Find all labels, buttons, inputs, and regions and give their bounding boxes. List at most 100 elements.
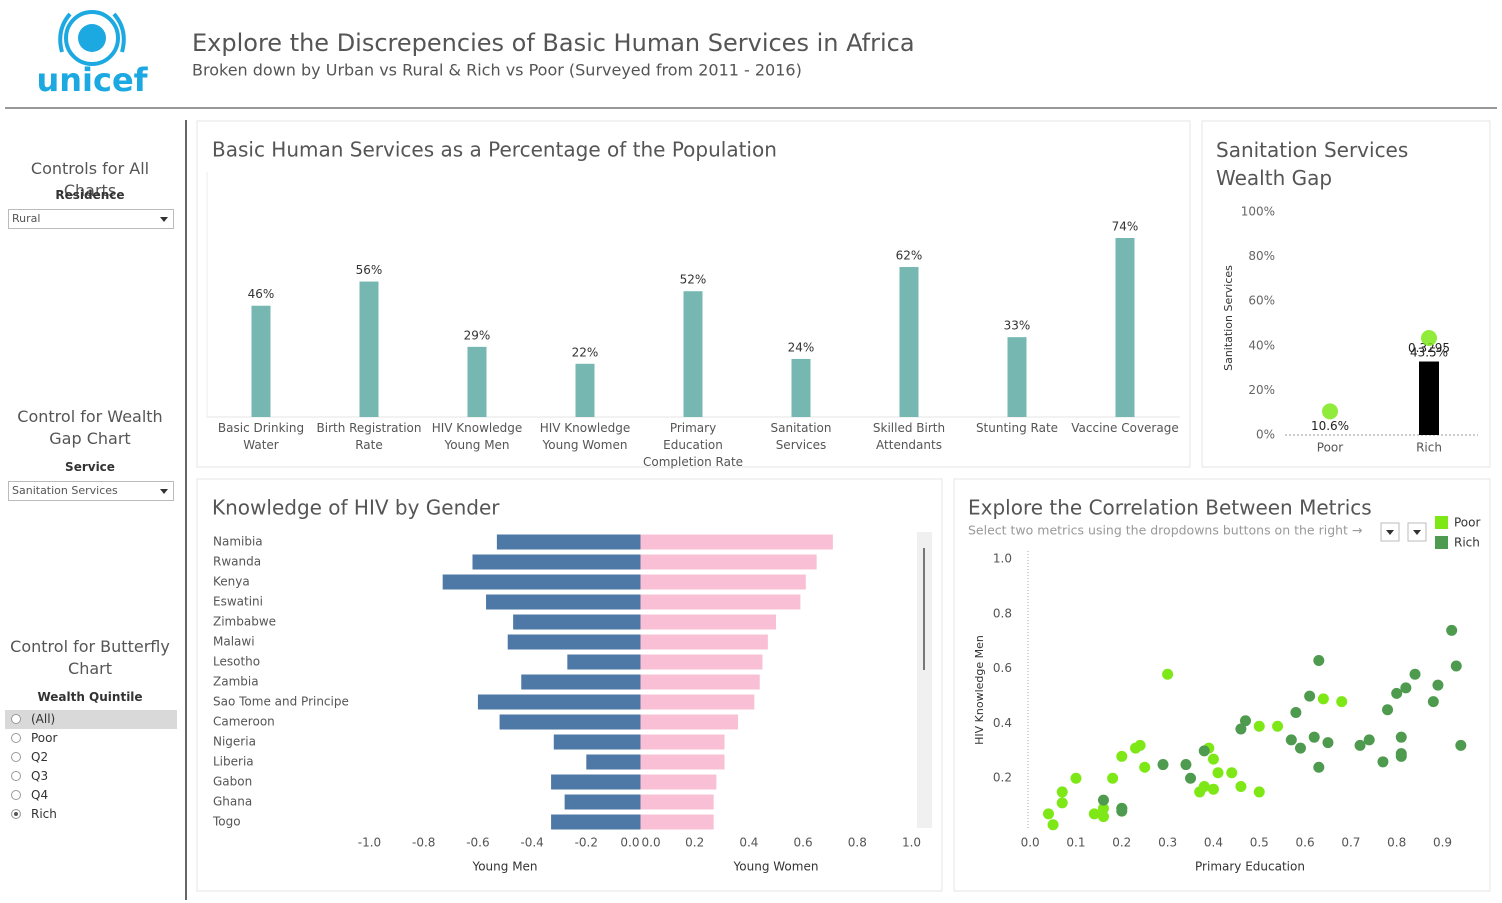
- value-label: 74%: [1112, 220, 1139, 234]
- chart-title: Explore the Correlation Between Metrics: [968, 496, 1372, 520]
- y-tick-label: 0.6: [993, 661, 1012, 675]
- point: [1446, 624, 1458, 636]
- point: [1162, 668, 1174, 680]
- x-tick-label: -0.6: [466, 836, 489, 850]
- y-tick-label: 0%: [1256, 428, 1275, 442]
- panel: [1201, 120, 1491, 468]
- bar: [640, 714, 739, 730]
- bar: [567, 654, 641, 670]
- y-tick-label: 40%: [1248, 338, 1275, 352]
- bar: [640, 774, 717, 790]
- y-axis-label: HIV Knowledge Men: [973, 635, 986, 745]
- x-tick-label: -0.4: [520, 836, 543, 850]
- dropdown[interactable]: Rural: [8, 209, 174, 229]
- bar: [551, 774, 641, 790]
- point: [1409, 668, 1421, 680]
- category-label: Lesotho: [213, 655, 260, 669]
- legend-label: Poor: [1454, 516, 1480, 530]
- point: [1322, 737, 1334, 749]
- bar: [1419, 361, 1439, 435]
- value-label: 24%: [788, 340, 815, 354]
- point: [1313, 761, 1325, 773]
- bar: [521, 674, 641, 690]
- point: [1198, 745, 1210, 757]
- value-label: 62%: [896, 249, 923, 263]
- bar: [791, 358, 811, 417]
- bar: [640, 634, 768, 650]
- value-label: 29%: [464, 328, 491, 342]
- bar: [496, 534, 641, 550]
- category-label: Malawi: [213, 635, 255, 649]
- bar: [507, 634, 641, 650]
- point: [1308, 731, 1320, 743]
- point: [1207, 783, 1219, 795]
- bar: [640, 814, 714, 830]
- bar: [477, 694, 641, 710]
- point: [1382, 704, 1394, 716]
- point: [1336, 696, 1348, 708]
- x-tick-label: 0.7: [1341, 836, 1360, 850]
- bar: [640, 534, 833, 550]
- value-label: 43.5%: [1410, 345, 1448, 359]
- point: [1056, 786, 1068, 798]
- x-tick-label: -0.8: [412, 836, 435, 850]
- bar: [640, 594, 801, 610]
- bar: [513, 614, 641, 630]
- point: [1322, 403, 1338, 420]
- logo-text: unicef: [36, 61, 148, 99]
- point: [1097, 811, 1109, 823]
- point: [1235, 780, 1247, 792]
- bar: [564, 794, 641, 810]
- point: [1235, 723, 1247, 735]
- point: [1313, 655, 1325, 667]
- point: [1157, 759, 1169, 771]
- x-tick-label: Poor: [1317, 441, 1343, 455]
- point: [1139, 761, 1151, 773]
- bar: [640, 754, 725, 770]
- y-tick-label: 0.8: [993, 606, 1012, 620]
- bar: [575, 363, 595, 417]
- bar: [251, 305, 271, 417]
- page-subtitle: Broken down by Urban vs Rural & Rich vs …: [192, 61, 802, 80]
- category-label: Nigeria: [213, 735, 256, 749]
- x-tick-label: 0.2: [685, 836, 704, 850]
- x-tick-label: 0.2: [1112, 836, 1131, 850]
- bar: [553, 734, 641, 750]
- x-tick-label: 0.8: [1387, 836, 1406, 850]
- point: [1400, 682, 1412, 694]
- panel: [196, 120, 1191, 468]
- bar: [551, 814, 641, 830]
- chart-title: Knowledge of HIV by Gender: [212, 496, 500, 520]
- point: [1395, 750, 1407, 762]
- y-tick-label: 1.0: [993, 552, 1012, 566]
- x-tick-label: 1.0: [902, 836, 921, 850]
- axis-title: Young Women: [733, 860, 819, 874]
- value-label: 56%: [356, 263, 383, 277]
- point: [1088, 808, 1100, 820]
- bar: [640, 554, 817, 570]
- y-tick-label: 60%: [1248, 294, 1275, 308]
- point: [1290, 707, 1302, 719]
- point: [1070, 772, 1082, 784]
- point: [1253, 786, 1265, 798]
- bar: [1007, 337, 1027, 417]
- dropdown[interactable]: Sanitation Services: [8, 481, 174, 501]
- point: [1097, 802, 1109, 814]
- point: [1212, 767, 1224, 779]
- chart-title: Basic Human Services as a Percentage of …: [212, 138, 777, 162]
- bar: [640, 614, 776, 630]
- point: [1180, 759, 1192, 771]
- point: [1116, 750, 1128, 762]
- bar: [1115, 238, 1135, 417]
- x-tick-label: 0.9: [1433, 836, 1452, 850]
- bar: [499, 714, 641, 730]
- bar: [359, 281, 379, 417]
- point: [1304, 690, 1316, 702]
- scrollbar[interactable]: [917, 532, 932, 828]
- x-tick-label: 0.4: [739, 836, 758, 850]
- x-tick-label: 0.3: [1158, 836, 1177, 850]
- legend-swatch: [1435, 536, 1448, 549]
- chart-subtitle: Select two metrics using the dropdowns b…: [968, 523, 1362, 538]
